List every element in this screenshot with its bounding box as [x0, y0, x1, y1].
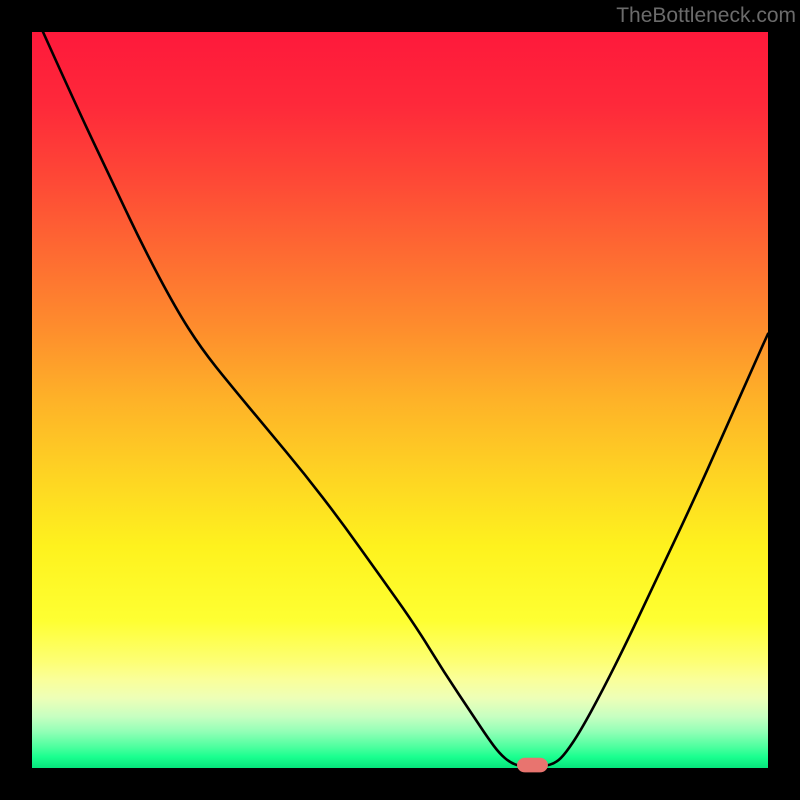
watermark-text: TheBottleneck.com — [616, 4, 796, 27]
optimal-point-marker — [517, 758, 548, 773]
chart-plot-area — [32, 32, 768, 768]
bottleneck-gradient-chart: TheBottleneck.com — [0, 0, 800, 800]
